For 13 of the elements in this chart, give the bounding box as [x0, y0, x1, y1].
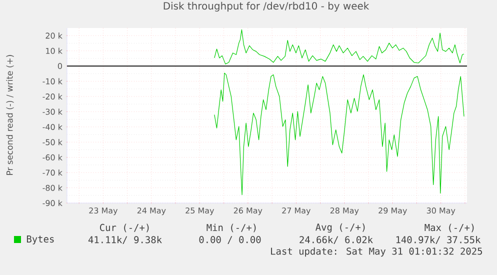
text: Min (-/+) — [206, 224, 256, 232]
legend-label: Bytes — [26, 236, 54, 244]
chart-title: Disk throughput for /dev/rbd10 - by week — [164, 2, 370, 12]
text: Avg (-/+) — [316, 223, 365, 233]
line-series — [214, 29, 464, 64]
text: 41.11k/ 9.38k — [88, 236, 162, 244]
text: Last update: Sat May 31 01:01:32 2025 — [271, 247, 482, 257]
y-axis-title: Pr second read (-) / write (+) — [6, 55, 14, 175]
text: Cur (-/+) — [100, 224, 149, 232]
text: 0.00 / 0.00 — [199, 236, 261, 244]
text: 24.66k/ 6.02k — [300, 236, 373, 244]
text: 140.97k/ 37.55k — [396, 236, 481, 244]
text: Max (-/+) — [424, 224, 474, 232]
